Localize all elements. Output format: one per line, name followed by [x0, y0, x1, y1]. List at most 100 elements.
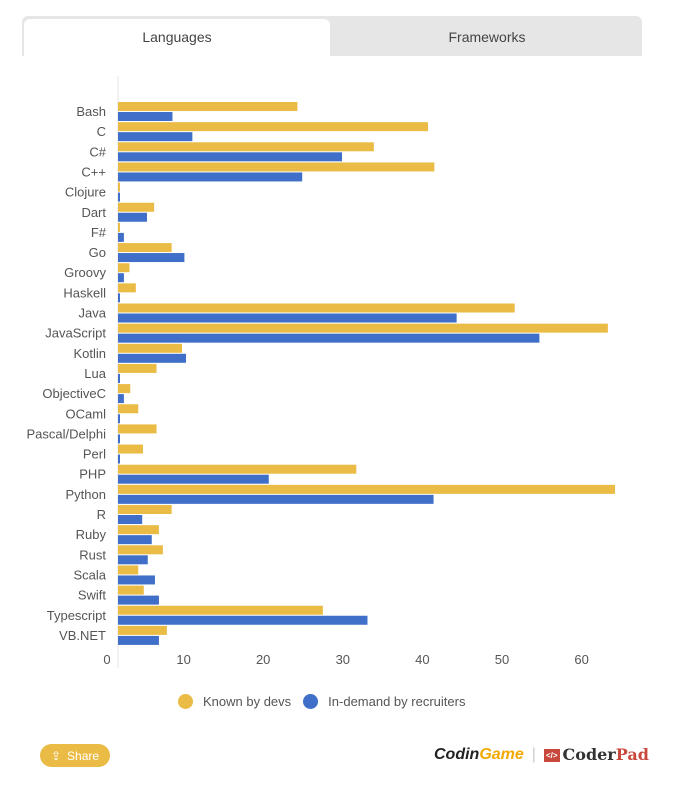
bar-known-c++[interactable] — [118, 162, 435, 172]
x-tick-label: 60 — [574, 652, 588, 667]
category-label: Ruby — [76, 527, 107, 542]
bar-in-demand-c[interactable] — [118, 132, 193, 142]
category-label: Go — [89, 245, 106, 260]
x-tick-label: 40 — [415, 652, 429, 667]
brand-logos: CodinGame | </> CoderPad — [434, 745, 649, 765]
bar-in-demand-swift[interactable] — [118, 595, 159, 605]
category-label: C# — [89, 144, 106, 159]
bar-known-ocaml[interactable] — [118, 404, 139, 414]
bar-known-dart[interactable] — [118, 202, 155, 212]
category-label: Rust — [79, 547, 106, 562]
bar-known-f#[interactable] — [118, 222, 120, 232]
bar-in-demand-php[interactable] — [118, 474, 269, 484]
bar-known-c#[interactable] — [118, 142, 374, 152]
category-label: Clojure — [65, 185, 106, 200]
bar-known-vb.net[interactable] — [118, 625, 167, 635]
category-label: Python — [66, 487, 106, 502]
bar-known-rust[interactable] — [118, 545, 163, 555]
legend-item-demand[interactable]: In-demand by recruiters — [303, 694, 465, 709]
legend-label: In-demand by recruiters — [328, 694, 466, 709]
legend-item-known[interactable]: Known by devs — [178, 694, 291, 709]
category-label: JavaScript — [45, 326, 106, 341]
legend-label: Known by devs — [203, 694, 292, 709]
bar-known-scala[interactable] — [118, 565, 139, 575]
category-label: OCaml — [66, 406, 107, 421]
bar-in-demand-groovy[interactable] — [118, 273, 124, 283]
bar-chart: Bash C C# C++ Clojure Dart F# Go Groovy Haskell Ja… — [27, 76, 616, 668]
bar-known-groovy[interactable] — [118, 263, 130, 273]
bar-in-demand-lua[interactable] — [118, 373, 120, 383]
bar-in-demand-scala[interactable] — [118, 575, 155, 585]
logo-divider: | — [531, 746, 536, 763]
bar-known-lua[interactable] — [118, 363, 157, 373]
bar-known-ruby[interactable] — [118, 525, 159, 535]
bar-in-demand-perl[interactable] — [118, 454, 120, 464]
bar-in-demand-java[interactable] — [118, 313, 457, 323]
tab-frameworks[interactable]: Frameworks — [448, 29, 526, 45]
bar-in-demand-objectivec[interactable] — [118, 394, 124, 404]
bar-in-demand-pascal/delphi[interactable] — [118, 434, 120, 444]
bar-known-haskell[interactable] — [118, 283, 136, 293]
bar-known-objectivec[interactable] — [118, 384, 131, 394]
category-label: C — [97, 124, 106, 139]
category-label: ObjectiveC — [42, 386, 106, 401]
bar-in-demand-ruby[interactable] — [118, 535, 152, 545]
bar-in-demand-dart[interactable] — [118, 212, 147, 222]
share-button[interactable]: ⇪ Share — [40, 744, 110, 767]
bar-known-go[interactable] — [118, 243, 172, 253]
bar-known-r[interactable] — [118, 505, 172, 514]
bar-in-demand-go[interactable] — [118, 253, 185, 263]
share-icon: ⇪ — [50, 748, 62, 763]
bar-in-demand-r[interactable] — [118, 515, 143, 524]
tab-bar: Languages Frameworks — [22, 16, 642, 56]
bar-in-demand-c++[interactable] — [118, 172, 303, 182]
category-label: Groovy — [64, 265, 106, 280]
bar-in-demand-ocaml[interactable] — [118, 414, 120, 424]
bar-in-demand-kotlin[interactable] — [118, 353, 186, 363]
bar-known-bash[interactable] — [118, 102, 298, 111]
tab-languages[interactable]: Languages — [24, 19, 330, 56]
category-label: Java — [79, 306, 107, 321]
bar-in-demand-vb.net[interactable] — [118, 635, 159, 645]
bar-in-demand-haskell[interactable] — [118, 293, 120, 303]
codingame-logo: CodinGame — [434, 746, 524, 763]
bar-in-demand-python[interactable] — [118, 494, 434, 504]
bar-in-demand-c#[interactable] — [118, 152, 343, 162]
category-label: F# — [91, 225, 107, 240]
bar-in-demand-rust[interactable] — [118, 555, 148, 565]
bar-in-demand-javascript[interactable] — [118, 333, 540, 343]
bar-known-java[interactable] — [118, 303, 515, 313]
bar-in-demand-f#[interactable] — [118, 232, 124, 242]
bar-known-swift[interactable] — [118, 585, 144, 595]
category-label: Dart — [81, 205, 106, 220]
x-tick-label: 20 — [256, 652, 270, 667]
bar-known-kotlin[interactable] — [118, 343, 183, 353]
category-label: Swift — [78, 588, 107, 603]
category-label: C++ — [81, 164, 106, 179]
bar-in-demand-clojure[interactable] — [118, 192, 120, 202]
category-label: Kotlin — [73, 346, 106, 361]
bar-in-demand-bash[interactable] — [118, 112, 173, 121]
legend: Known by devs In-demand by recruiters — [178, 694, 477, 709]
bar-in-demand-typescript[interactable] — [118, 615, 368, 625]
bar-known-typescript[interactable] — [118, 605, 323, 615]
category-label: Lua — [84, 366, 106, 381]
legend-marker-demand — [303, 694, 319, 709]
category-label: VB.NET — [59, 628, 106, 643]
bar-known-javascript[interactable] — [118, 323, 608, 333]
x-tick-label: 10 — [176, 652, 190, 667]
bar-known-python[interactable] — [118, 484, 616, 494]
coderpad-icon: </> — [543, 748, 560, 762]
legend-marker-known — [178, 694, 193, 709]
x-tick-label: 30 — [336, 652, 350, 667]
category-label: Pascal/Delphi — [27, 426, 107, 441]
bar-known-c[interactable] — [118, 122, 428, 132]
category-label: Haskell — [63, 285, 106, 300]
bar-known-php[interactable] — [118, 464, 357, 474]
category-label: Perl — [83, 447, 106, 462]
category-label: Typescript — [47, 608, 107, 623]
bar-known-clojure[interactable] — [118, 182, 120, 192]
bar-known-perl[interactable] — [118, 444, 144, 454]
bar-known-pascal/delphi[interactable] — [118, 424, 157, 434]
coderpad-logo: CoderPad — [562, 745, 649, 764]
